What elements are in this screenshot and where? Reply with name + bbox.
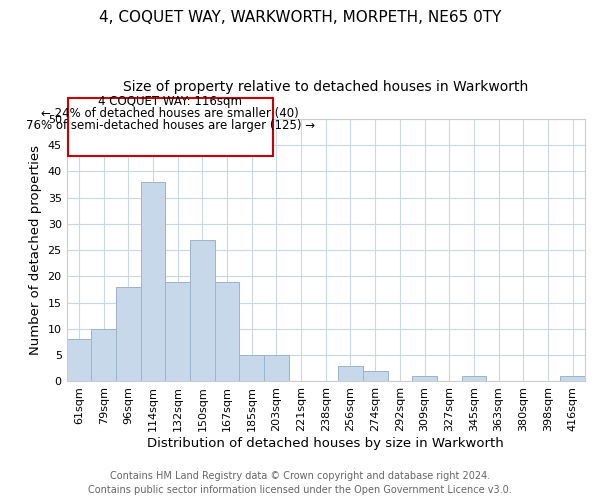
Text: 76% of semi-detached houses are larger (125) →: 76% of semi-detached houses are larger (… xyxy=(26,118,315,132)
Bar xyxy=(239,355,264,382)
Bar xyxy=(116,287,140,382)
Bar xyxy=(91,329,116,382)
Bar xyxy=(461,376,486,382)
Title: Size of property relative to detached houses in Warkworth: Size of property relative to detached ho… xyxy=(123,80,529,94)
Bar xyxy=(166,282,190,382)
X-axis label: Distribution of detached houses by size in Warkworth: Distribution of detached houses by size … xyxy=(148,437,504,450)
Y-axis label: Number of detached properties: Number of detached properties xyxy=(29,145,42,355)
Bar xyxy=(67,340,91,382)
Text: Contains HM Land Registry data © Crown copyright and database right 2024.
Contai: Contains HM Land Registry data © Crown c… xyxy=(88,471,512,495)
Bar xyxy=(363,371,388,382)
Text: 4, COQUET WAY, WARKWORTH, MORPETH, NE65 0TY: 4, COQUET WAY, WARKWORTH, MORPETH, NE65 … xyxy=(99,10,501,25)
Bar xyxy=(190,240,215,382)
Bar xyxy=(140,182,166,382)
Bar xyxy=(68,98,273,156)
Bar xyxy=(560,376,585,382)
Bar xyxy=(338,366,363,382)
Text: 4 COQUET WAY: 116sqm: 4 COQUET WAY: 116sqm xyxy=(98,96,242,108)
Text: ← 24% of detached houses are smaller (40): ← 24% of detached houses are smaller (40… xyxy=(41,107,299,120)
Bar xyxy=(412,376,437,382)
Bar xyxy=(264,355,289,382)
Bar xyxy=(215,282,239,382)
